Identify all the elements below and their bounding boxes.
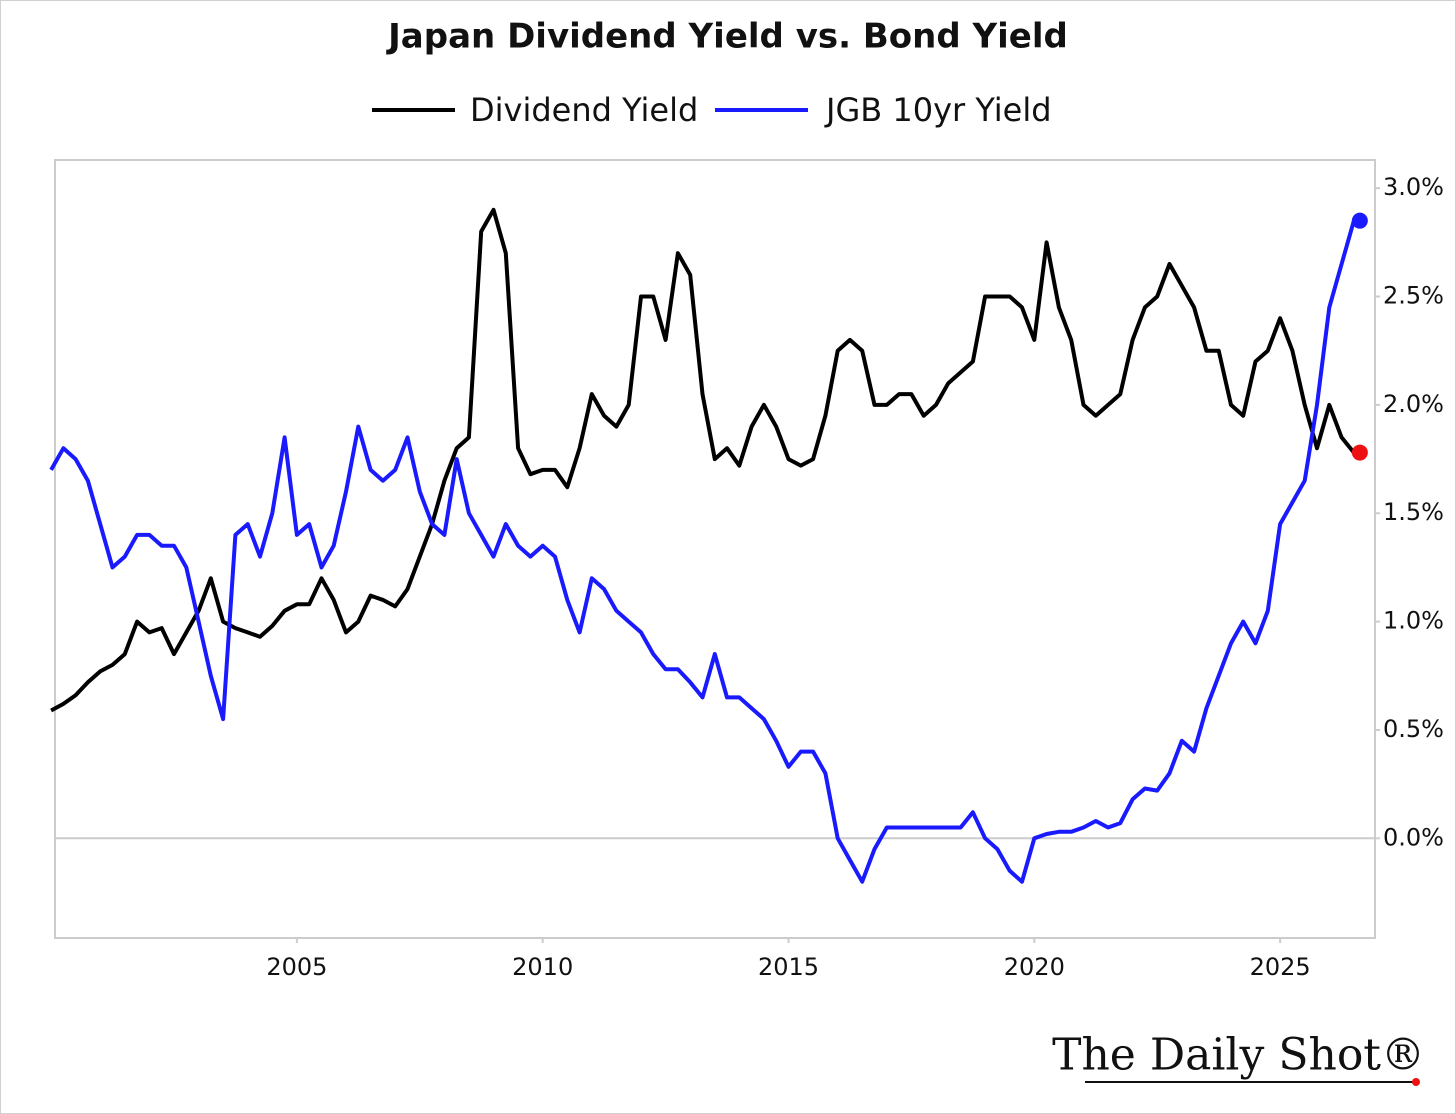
x-tick-label: 2020 (1004, 953, 1065, 981)
y-tick-label: 0.0% (1383, 823, 1444, 851)
y-tick-label: 0.5% (1383, 715, 1444, 743)
x-tick-label: 2025 (1250, 953, 1311, 981)
legend-label: JGB 10yr Yield (824, 91, 1052, 129)
legend-label: Dividend Yield (470, 91, 698, 129)
source-logo: The Daily Shot® (1052, 1030, 1425, 1081)
y-tick-label: 2.5% (1383, 282, 1444, 310)
end-marker (1351, 212, 1368, 229)
x-tick-label: 2005 (266, 953, 327, 981)
x-tick-label: 2015 (758, 953, 819, 981)
y-tick-label: 1.5% (1383, 498, 1444, 526)
end-marker (1351, 444, 1368, 461)
legend: Dividend Yield JGB 10yr Yield (372, 91, 1052, 129)
y-tick-label: 2.0% (1383, 390, 1444, 418)
line-series (49, 220, 1356, 884)
x-tick-label: 2010 (512, 953, 573, 981)
chart-title: Japan Dividend Yield vs. Bond Yield (386, 17, 1068, 57)
y-tick-label: 3.0% (1383, 173, 1444, 201)
line-series (50, 207, 1356, 713)
logo-dot (1412, 1078, 1420, 1086)
plot-area (54, 159, 1376, 939)
y-tick-label: 1.0% (1383, 607, 1444, 635)
